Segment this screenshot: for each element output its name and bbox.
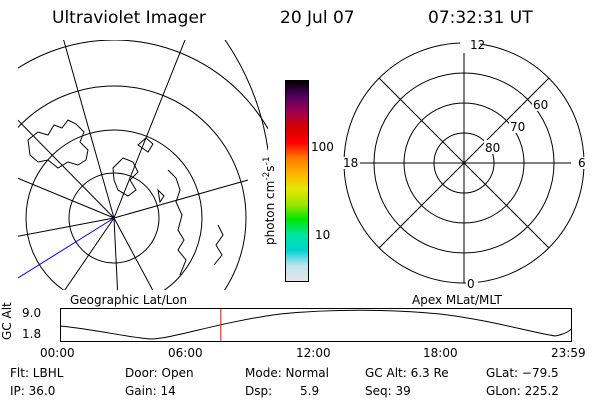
meridian	[113, 217, 119, 290]
coastline	[112, 157, 139, 197]
lat-circle	[18, 85, 247, 290]
meridian	[64, 217, 115, 290]
meridian	[113, 179, 249, 219]
altitude-ymax: 9.0	[22, 306, 42, 320]
coastline	[157, 188, 165, 204]
status-dsp-label: Dsp:	[245, 384, 273, 398]
altitude-ylabel: GC Alt	[0, 302, 14, 340]
status-glat: GLat: −79.5	[486, 366, 559, 380]
colorbar-tick-100: 100	[311, 140, 334, 154]
mlt-label-0: 0	[467, 277, 475, 291]
status-mode: Mode: Normal	[245, 366, 329, 380]
meridian	[18, 217, 115, 237]
coastline	[27, 119, 89, 169]
status-ip: IP: 36.0	[10, 384, 56, 398]
date-display: 20 Jul 07	[280, 8, 355, 28]
status-seq: Seq: 39	[365, 384, 411, 398]
lat-circle	[25, 129, 203, 290]
lat-label-80: 80	[485, 141, 501, 155]
time-tick-1200: 12:00	[296, 346, 331, 360]
lat-circle	[224, 40, 268, 151]
time-tick-1800: 18:00	[423, 346, 458, 360]
geographic-map	[18, 40, 268, 290]
altitude-ymin: 1.8	[22, 327, 42, 341]
status-glon: GLon: 225.2	[486, 384, 559, 398]
altitude-curve	[60, 309, 572, 340]
mlt-label-6: 6	[578, 156, 586, 170]
status-gain: Gain: 14	[125, 384, 176, 398]
mlt-line-diag	[378, 77, 550, 249]
lat-label-70: 70	[510, 120, 526, 134]
mlt-label-12: 12	[470, 38, 486, 52]
status-flt: Flt: LBHL	[10, 366, 64, 380]
colorbar	[285, 80, 309, 282]
meridian	[63, 40, 115, 219]
status-door: Door: Open	[125, 366, 194, 380]
meridian	[113, 217, 154, 290]
meridian	[18, 177, 115, 219]
time-tick-2359: 23:59	[551, 346, 586, 360]
meridian	[18, 119, 115, 219]
time-tick-0600: 06:00	[168, 346, 203, 360]
lat-circle	[68, 172, 160, 264]
satellite-track	[18, 217, 115, 279]
app-title: Ultraviolet Imager	[52, 8, 206, 28]
apex-polar-plot	[342, 40, 585, 289]
lat-label-60: 60	[533, 98, 549, 112]
colorbar-unit-label: photon cm-2s-1	[262, 156, 277, 245]
apex-label: Apex MLat/MLT	[412, 293, 502, 307]
status-dsp-value: 5.9	[300, 384, 320, 398]
meridian	[113, 40, 186, 219]
colorbar-tick-10: 10	[315, 228, 331, 242]
coastline	[213, 224, 224, 266]
geographic-label: Geographic Lat/Lon	[70, 293, 188, 307]
time-tick-0000: 00:00	[40, 346, 75, 360]
status-gcalt: GC Alt: 6.3 Re	[365, 366, 449, 380]
mlt-label-18: 18	[343, 156, 359, 170]
coastline	[137, 137, 154, 153]
coastline	[167, 169, 187, 276]
altitude-panel	[60, 308, 572, 342]
time-display: 07:32:31 UT	[428, 8, 533, 28]
